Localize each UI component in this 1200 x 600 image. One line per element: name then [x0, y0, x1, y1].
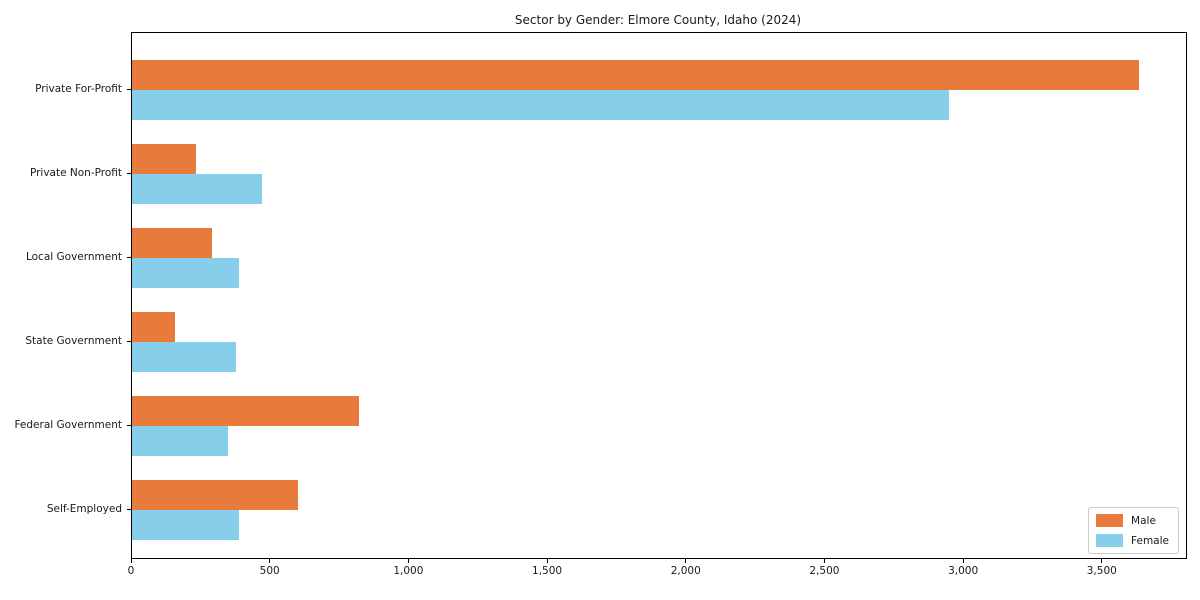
x-tick-mark — [1101, 559, 1103, 563]
x-tick-mark — [407, 559, 409, 563]
legend-label-male: Male — [1131, 514, 1156, 527]
legend: Male Female — [1088, 507, 1179, 554]
legend-label-female: Female — [1131, 534, 1169, 547]
x-tick-mark — [962, 559, 964, 563]
x-tick-mark — [269, 559, 271, 563]
legend-item-male: Male — [1096, 514, 1169, 527]
bar-male-4 — [132, 395, 360, 426]
bar-male-5 — [132, 479, 299, 510]
x-tick-mark — [823, 559, 825, 563]
y-tick-mark — [127, 256, 131, 258]
plot-area: Male Female — [131, 32, 1187, 559]
x-tick-mark — [130, 559, 132, 563]
x-tick-label: 3,500 — [1086, 565, 1117, 577]
x-tick-label: 1,500 — [532, 565, 563, 577]
y-tick-label: Private For-Profit — [35, 82, 122, 95]
bar-female-5 — [132, 509, 239, 540]
y-tick-label: State Government — [25, 334, 122, 347]
bar-male-0 — [132, 59, 1139, 90]
y-tick-label: Federal Government — [14, 418, 122, 431]
bar-female-3 — [132, 341, 236, 372]
y-tick-mark — [127, 424, 131, 426]
bar-male-2 — [132, 227, 213, 258]
x-tick-label: 1,000 — [393, 565, 424, 577]
chart-title: Sector by Gender: Elmore County, Idaho (… — [514, 13, 802, 27]
bar-female-4 — [132, 425, 228, 456]
y-tick-label: Local Government — [25, 250, 122, 263]
y-tick-mark — [127, 88, 131, 90]
y-tick-mark — [127, 172, 131, 174]
bar-female-2 — [132, 257, 239, 288]
x-tick-label: 500 — [259, 565, 280, 577]
legend-swatch-male — [1096, 514, 1124, 527]
x-tick-mark — [685, 559, 687, 563]
x-tick-label: 0 — [127, 565, 135, 577]
y-tick-label: Self-Employed — [46, 502, 122, 515]
legend-item-female: Female — [1096, 534, 1169, 547]
x-tick-label: 2,000 — [670, 565, 701, 577]
x-tick-label: 2,500 — [809, 565, 840, 577]
x-tick-mark — [546, 559, 548, 563]
legend-swatch-female — [1096, 534, 1124, 547]
bar-male-3 — [132, 311, 175, 342]
y-tick-mark — [127, 508, 131, 510]
bar-male-1 — [132, 143, 196, 174]
y-tick-label: Private Non-Profit — [29, 166, 122, 179]
bar-female-1 — [132, 173, 263, 204]
y-tick-mark — [127, 340, 131, 342]
x-tick-label: 3,000 — [948, 565, 979, 577]
bar-female-0 — [132, 89, 949, 120]
